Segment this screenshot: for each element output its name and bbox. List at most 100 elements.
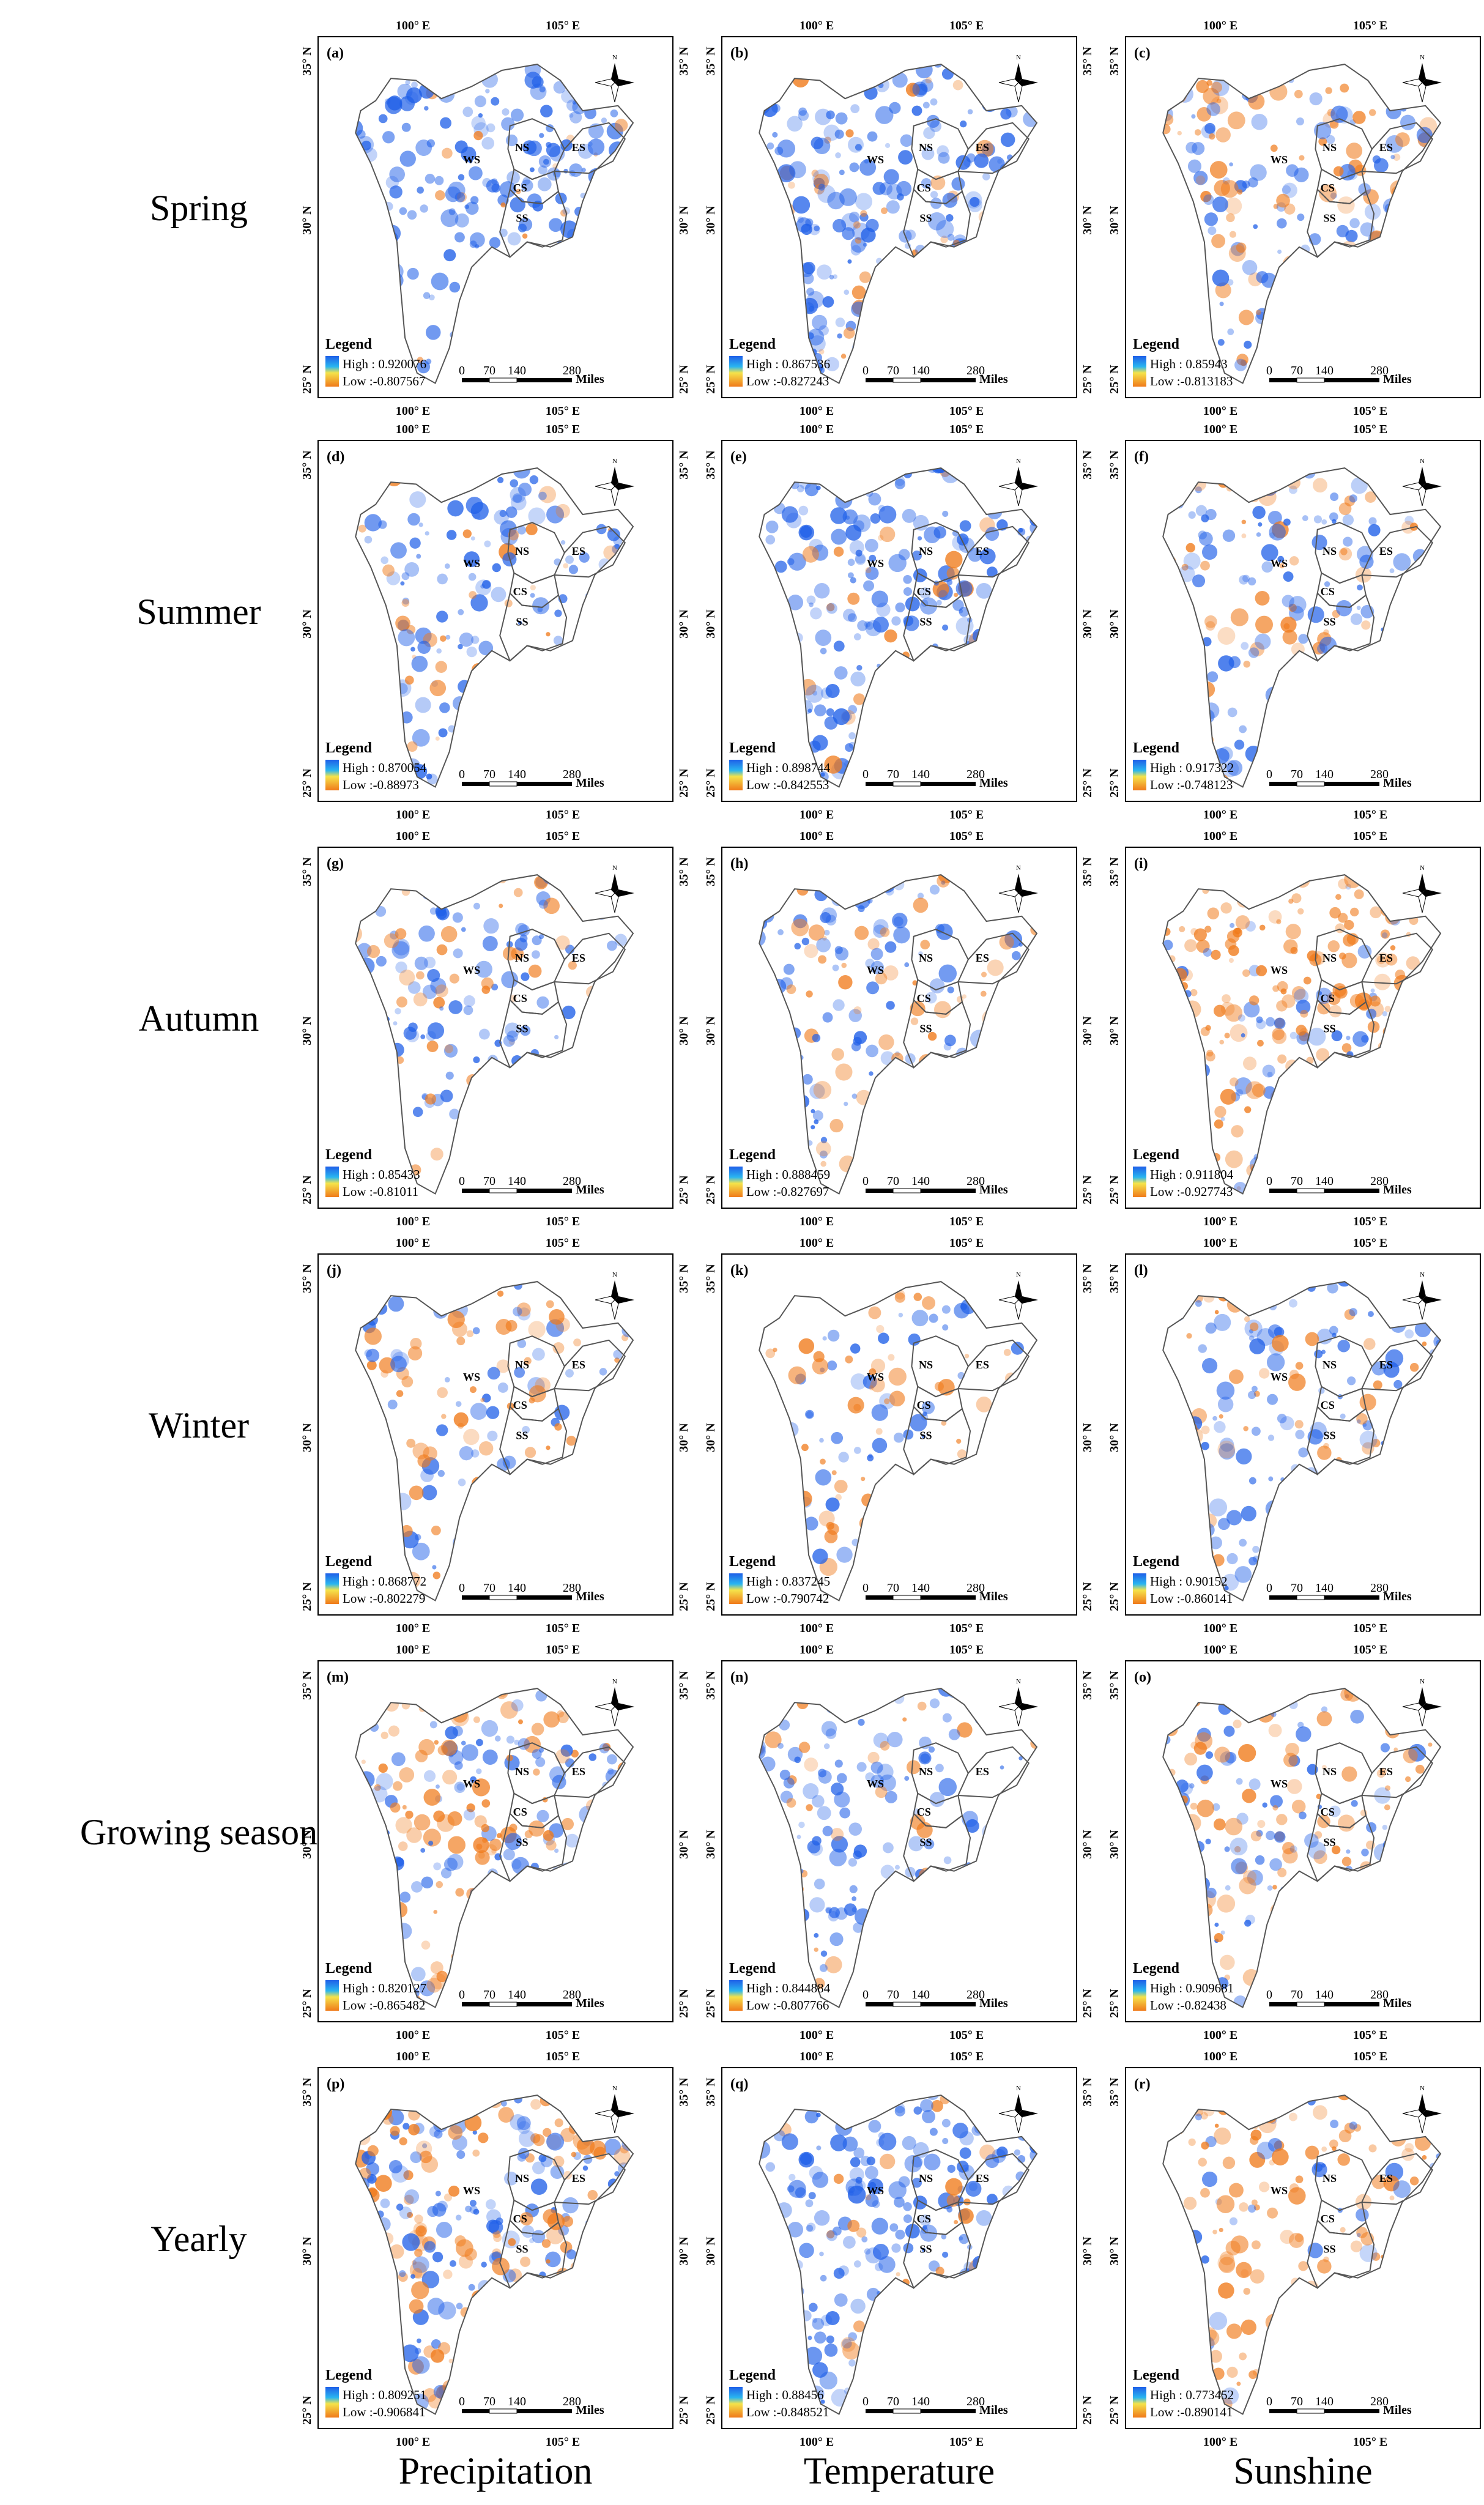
raster-cell — [891, 1933, 899, 1942]
raster-cell — [1349, 218, 1360, 229]
raster-cell — [878, 283, 885, 290]
raster-cell — [1030, 1931, 1037, 1943]
region-label: CS — [513, 1806, 527, 1818]
scale-bar-segment — [1269, 1189, 1297, 1193]
raster-cell — [411, 655, 428, 672]
region-label: CS — [1321, 1399, 1335, 1411]
raster-cell — [459, 329, 475, 346]
raster-cell — [870, 1359, 886, 1373]
raster-cell — [461, 1740, 466, 1746]
raster-cell — [393, 1021, 398, 1026]
raster-cell — [873, 1732, 889, 1748]
raster-cell — [1241, 642, 1249, 650]
raster-cell — [428, 1841, 434, 1846]
raster-cell — [524, 72, 542, 89]
raster-cell — [1163, 201, 1175, 218]
region-ss-boundary — [1307, 1405, 1375, 1475]
raster-cell — [1195, 175, 1206, 185]
raster-cell — [1015, 1166, 1022, 1172]
raster-cell — [516, 188, 521, 195]
raster-cell — [1340, 83, 1349, 93]
raster-cell — [776, 1532, 791, 1547]
raster-cell — [469, 240, 477, 248]
region-label: SS — [919, 212, 932, 225]
raster-cell — [1307, 1841, 1326, 1860]
raster-cell — [1396, 240, 1412, 256]
region-ss-boundary — [903, 592, 971, 662]
raster-cell — [1395, 294, 1401, 299]
raster-cell — [454, 1297, 463, 1307]
raster-cell — [434, 1282, 447, 1295]
raster-cell — [1028, 158, 1037, 174]
raster-cell — [338, 1360, 355, 1378]
raster-cell — [1371, 1439, 1381, 1447]
raster-cell — [569, 111, 582, 124]
raster-cell — [524, 760, 532, 767]
raster-cell — [844, 773, 856, 785]
raster-cell — [1403, 644, 1408, 649]
raster-cell — [1182, 1012, 1193, 1023]
raster-cell — [1201, 1357, 1218, 1374]
raster-cell — [1210, 96, 1228, 114]
raster-cell — [332, 172, 341, 181]
region-label: NS — [1323, 141, 1337, 154]
raster-cell — [633, 1816, 634, 1825]
raster-cell — [518, 620, 522, 625]
raster-cell — [1230, 922, 1235, 928]
raster-cell — [1300, 1939, 1310, 1948]
raster-cell — [771, 1884, 781, 1893]
raster-cell — [1355, 277, 1367, 289]
raster-cell — [623, 1023, 631, 1031]
panel-frame — [1125, 36, 1481, 398]
raster-cell — [1004, 1419, 1015, 1430]
raster-cell — [531, 950, 540, 959]
raster-cell — [817, 185, 836, 203]
raster-cell — [1208, 226, 1217, 236]
raster-cell — [870, 1378, 885, 1393]
raster-cell — [484, 540, 491, 547]
region-ss-boundary — [499, 1405, 568, 1475]
raster-cell — [565, 1956, 574, 1965]
raster-cell — [982, 295, 996, 310]
raster-cell — [566, 288, 582, 304]
raster-cell — [574, 1499, 587, 1511]
lon-label: 105° E — [546, 2028, 580, 2042]
raster-cell — [1252, 1083, 1266, 1097]
raster-cell — [807, 328, 825, 346]
raster-cell — [776, 1490, 784, 1499]
raster-cell — [826, 603, 837, 614]
raster-cell — [623, 1120, 629, 1126]
raster-cell — [1150, 1019, 1161, 1030]
raster-cell — [1241, 1033, 1245, 1037]
raster-cell — [1363, 1889, 1372, 1898]
raster-cell — [850, 1373, 867, 1390]
raster-cell — [382, 624, 386, 629]
raster-cell — [910, 875, 916, 878]
raster-cell — [759, 1384, 765, 1396]
raster-cell — [619, 1390, 625, 1396]
scale-bar-segment — [1296, 781, 1325, 787]
lon-label: 105° E — [949, 19, 984, 32]
raster-cell — [1163, 75, 1172, 90]
raster-cell — [483, 1688, 489, 1690]
raster-cell — [470, 594, 488, 612]
raster-cell — [1004, 1157, 1016, 1170]
raster-cell — [363, 1688, 376, 1693]
raster-cell — [1144, 1882, 1159, 1897]
raster-cell — [508, 303, 516, 310]
raster-cell — [872, 685, 890, 702]
raster-cell — [480, 1562, 486, 1569]
raster-cell — [1163, 1698, 1180, 1716]
raster-cell — [742, 529, 756, 543]
raster-cell — [1190, 1802, 1198, 1810]
raster-cell — [395, 1923, 412, 1940]
raster-cell — [1244, 859, 1258, 874]
lon-label: 105° E — [949, 2028, 984, 2042]
raster-cell — [601, 1439, 610, 1447]
raster-cell — [355, 1076, 356, 1086]
raster-cell — [963, 677, 976, 689]
raster-cell — [425, 358, 432, 365]
raster-cell — [510, 494, 527, 511]
raster-cell — [1154, 586, 1162, 593]
raster-cell — [1433, 332, 1441, 349]
